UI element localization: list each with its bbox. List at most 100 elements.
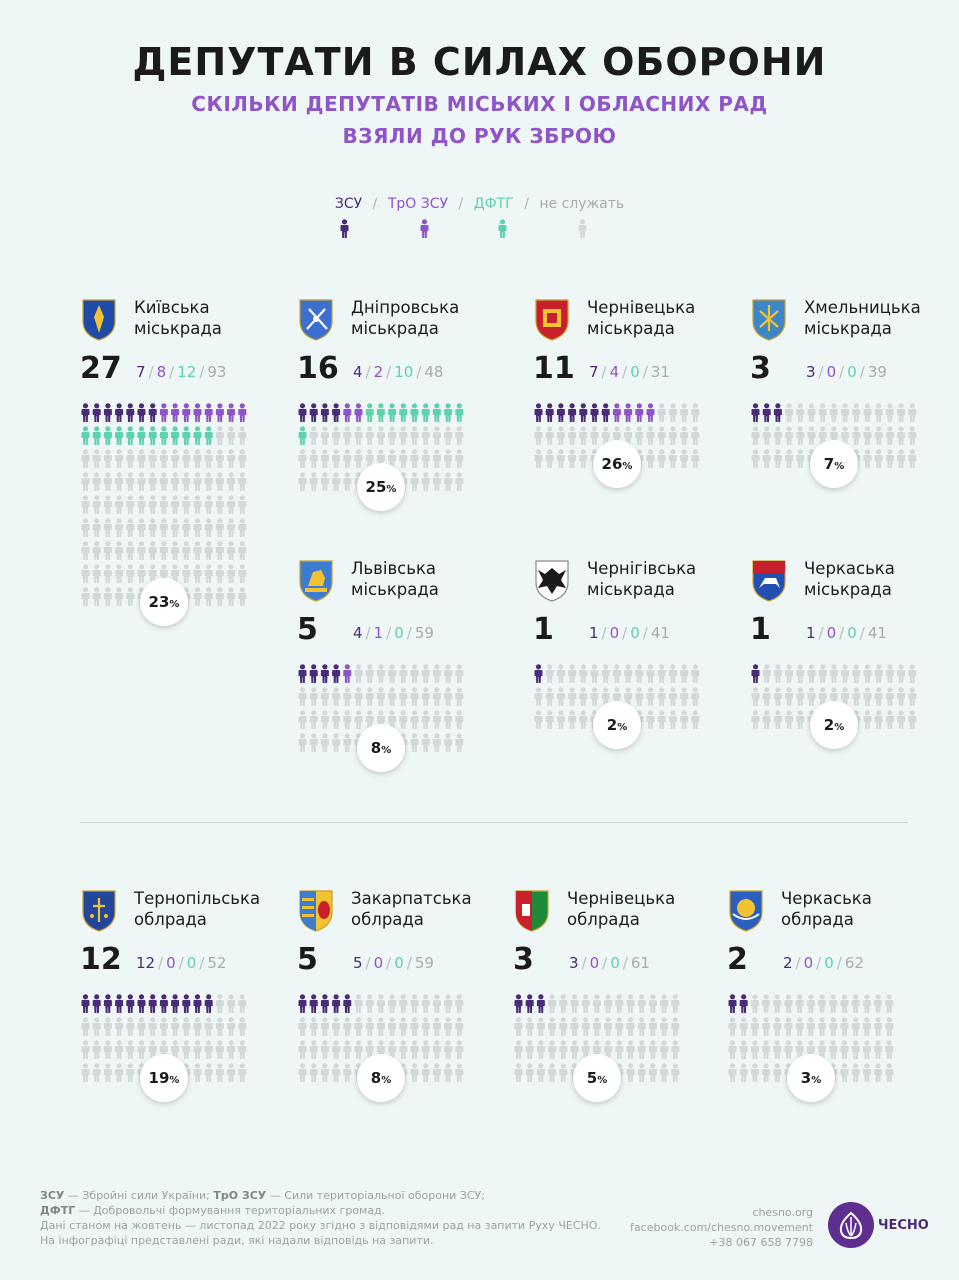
not-serving-person-icon	[908, 687, 917, 706]
not-serving-person-icon	[159, 449, 168, 468]
percent-sign: %	[169, 599, 180, 610]
footnote-dftg-def: — Добровольчі формування територіальних …	[75, 1204, 386, 1217]
contact-site[interactable]: chesno.org	[752, 1206, 813, 1219]
tro-person-icon	[635, 403, 644, 422]
not-serving-person-icon	[908, 664, 917, 683]
not-serving-person-icon	[874, 403, 883, 422]
not-serving-person-icon	[840, 1040, 849, 1059]
not-serving-person-icon	[908, 449, 917, 468]
not-serving-person-icon	[309, 687, 318, 706]
not-serving-person-icon	[626, 994, 635, 1013]
not-serving-person-icon	[635, 664, 644, 683]
not-serving-person-icon	[137, 1040, 146, 1059]
breakdown-zsu: 12	[136, 954, 156, 972]
breakdown-separator: /	[365, 954, 371, 972]
not-serving-person-icon	[660, 994, 669, 1013]
not-serving-person-icon	[227, 587, 236, 606]
contact-facebook[interactable]: facebook.com/chesno.movement	[630, 1221, 813, 1234]
not-serving-person-icon	[657, 449, 666, 468]
percent-badge: 25%	[357, 463, 405, 511]
not-serving-person-icon	[762, 1063, 771, 1082]
zsu-person-icon	[126, 403, 135, 422]
not-serving-person-icon	[410, 733, 419, 752]
council-name-line-2: міськрада	[587, 580, 675, 599]
not-serving-person-icon	[840, 994, 849, 1013]
not-serving-person-icon	[601, 664, 610, 683]
not-serving-person-icon	[376, 664, 385, 683]
not-serving-person-icon	[592, 1017, 601, 1036]
not-serving-person-icon	[807, 687, 816, 706]
not-serving-person-icon	[785, 710, 794, 729]
not-serving-person-icon	[637, 1040, 646, 1059]
not-serving-person-icon	[92, 1017, 101, 1036]
breakdown-dftg: 12	[177, 363, 197, 381]
council-breakdown: 12/0/0/52	[136, 954, 226, 972]
zsu-person-icon	[751, 403, 760, 422]
not-serving-person-icon	[115, 564, 124, 583]
dftg-person-icon	[376, 403, 385, 422]
not-serving-person-icon	[545, 664, 554, 683]
not-serving-person-icon	[863, 664, 872, 683]
not-serving-person-icon	[841, 664, 850, 683]
not-serving-person-icon	[432, 472, 441, 491]
zsu-person-icon	[601, 403, 610, 422]
not-serving-person-icon	[556, 449, 565, 468]
not-serving-person-icon	[137, 564, 146, 583]
not-serving-person-icon	[680, 449, 689, 468]
not-serving-person-icon	[455, 1063, 464, 1082]
council-name-line-1: Київська	[134, 298, 210, 317]
chesno-logo-icon	[828, 1202, 874, 1248]
not-serving-person-icon	[215, 564, 224, 583]
not-serving-person-icon	[455, 1017, 464, 1036]
council-name-line-2: міськрада	[587, 319, 675, 338]
not-serving-person-icon	[126, 472, 135, 491]
not-serving-person-icon	[376, 687, 385, 706]
chesno-logo-text: ЧЕСНО	[878, 1218, 929, 1233]
dftg-person-icon	[81, 426, 90, 445]
not-serving-person-icon	[668, 687, 677, 706]
not-serving-person-icon	[840, 1017, 849, 1036]
council-total-serving: 1	[533, 612, 554, 647]
not-serving-person-icon	[432, 664, 441, 683]
council-name: Чернівецька облрада	[567, 888, 675, 930]
council-name-line-2: облрада	[351, 910, 424, 929]
breakdown-dftg: 0	[824, 954, 834, 972]
not-serving-person-icon	[559, 1063, 568, 1082]
percent-badge: 7%	[810, 440, 858, 488]
not-serving-person-icon	[635, 687, 644, 706]
council-name: Київська міськрада	[134, 297, 222, 339]
legend-separator: /	[524, 196, 529, 212]
breakdown-separator: /	[622, 624, 628, 642]
dftg-person-icon	[159, 426, 168, 445]
dftg-person-icon	[399, 403, 408, 422]
not-serving-person-icon	[646, 449, 655, 468]
not-serving-person-icon	[92, 1040, 101, 1059]
breakdown-not-serving: 59	[414, 954, 434, 972]
not-serving-person-icon	[762, 449, 771, 468]
not-serving-person-icon	[785, 687, 794, 706]
zsu-person-icon	[81, 403, 90, 422]
not-serving-person-icon	[204, 1017, 213, 1036]
percent-badge: 5%	[573, 1054, 621, 1102]
not-serving-person-icon	[92, 564, 101, 583]
percent-value: 7	[823, 455, 835, 473]
ternopil-oblast-emblem-icon	[82, 890, 116, 932]
not-serving-person-icon	[148, 1017, 157, 1036]
not-serving-person-icon	[81, 472, 90, 491]
dftg-person-icon	[298, 426, 307, 445]
not-serving-person-icon	[193, 472, 202, 491]
not-serving-person-icon	[668, 449, 677, 468]
not-serving-person-icon	[570, 994, 579, 1013]
not-serving-person-icon	[646, 664, 655, 683]
not-serving-person-icon	[215, 518, 224, 537]
breakdown-zsu: 7	[589, 363, 599, 381]
council-breakdown: 7/4/0/31	[589, 363, 670, 381]
not-serving-person-icon	[103, 541, 112, 560]
zsu-person-icon	[309, 994, 318, 1013]
not-serving-person-icon	[590, 426, 599, 445]
zsu-person-icon	[728, 994, 737, 1013]
dftg-person-icon	[388, 403, 397, 422]
not-serving-person-icon	[862, 1017, 871, 1036]
not-serving-person-icon	[751, 710, 760, 729]
council-name-line-1: Чернівецька	[587, 298, 696, 317]
